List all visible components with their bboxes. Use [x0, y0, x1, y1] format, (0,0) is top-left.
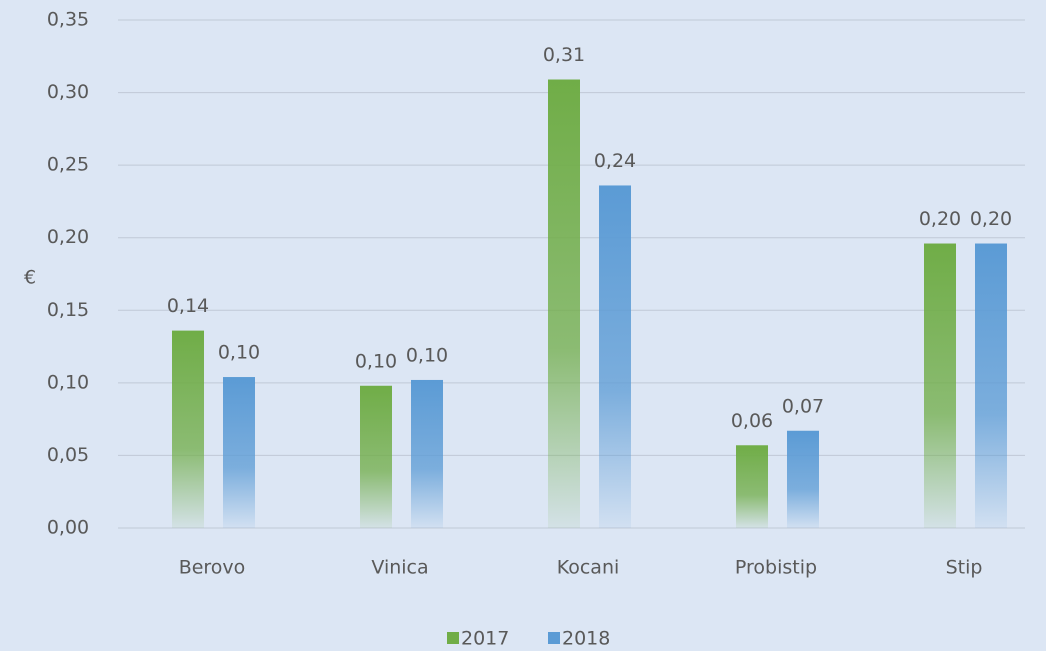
- y-axis-label: €: [24, 267, 36, 289]
- x-tick-label: Berovo: [179, 557, 246, 579]
- bar: [599, 185, 631, 528]
- bar: [223, 377, 255, 528]
- data-label: 0,14: [167, 295, 209, 317]
- data-label: 0,06: [731, 410, 773, 432]
- y-tick-label: 0,25: [47, 154, 89, 176]
- data-label: 0,24: [594, 150, 636, 172]
- x-tick-label: Vinica: [371, 557, 428, 579]
- x-tick-label: Stip: [946, 557, 983, 579]
- bar: [924, 243, 956, 528]
- data-label: 0,07: [782, 395, 824, 417]
- data-label: 0,20: [970, 208, 1012, 230]
- bar: [411, 379, 443, 528]
- bar: [736, 445, 768, 528]
- data-label: 0,10: [406, 344, 448, 366]
- legend-label: 2017: [461, 628, 509, 650]
- y-tick-label: 0,15: [47, 299, 89, 321]
- legend-swatch: [447, 632, 459, 644]
- legend-swatch: [548, 632, 560, 644]
- y-tick-label: 0,00: [47, 517, 89, 539]
- y-tick-label: 0,10: [47, 371, 89, 393]
- y-tick-label: 0,35: [47, 9, 89, 31]
- legend-label: 2018: [562, 628, 610, 650]
- bar: [172, 330, 204, 528]
- data-label: 0,10: [355, 350, 397, 372]
- data-label: 0,10: [218, 342, 260, 364]
- bar: [975, 243, 1007, 528]
- bar: [548, 79, 580, 528]
- data-label: 0,20: [919, 208, 961, 230]
- bar: [787, 430, 819, 528]
- x-tick-label: Kocani: [557, 557, 620, 579]
- bar: [360, 385, 392, 528]
- y-tick-label: 0,05: [47, 444, 89, 466]
- y-tick-label: 0,20: [47, 226, 89, 248]
- data-label: 0,31: [543, 44, 585, 66]
- y-tick-label: 0,30: [47, 81, 89, 103]
- x-tick-label: Probistip: [735, 557, 817, 579]
